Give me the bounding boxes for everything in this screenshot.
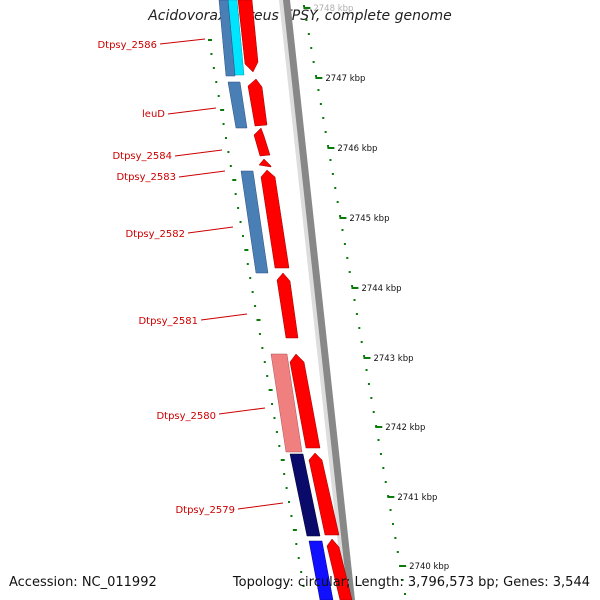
gene-label-leader: [178, 170, 226, 178]
forward-gene-9: [326, 538, 353, 600]
tick-label: 2741 kbp: [397, 493, 437, 503]
tick-label: 2748 kbp: [313, 4, 353, 14]
accession-text: Accession: NC_011992: [9, 575, 157, 590]
gene-label[interactable]: Dtpsy_2580: [156, 411, 216, 422]
reverse-gene-blue: [308, 540, 334, 600]
gene-label-group: Dtpsy_2586 leuD Dtpsy_2584 Dtpsy_2583 Dtpsy_…: [97, 38, 284, 516]
tick-label: 2744 kbp: [361, 284, 401, 294]
forward-gene-5: [260, 169, 290, 269]
gene-label[interactable]: Dtpsy_2579: [175, 505, 235, 516]
reverse-gene-2579: [289, 453, 321, 537]
tick-label: 2746 kbp: [337, 144, 377, 154]
gene-label-leader: [174, 149, 223, 157]
gene-label[interactable]: leuD: [142, 109, 165, 120]
reverse-gene-leuD: [227, 81, 248, 129]
tick-label: 2743 kbp: [373, 354, 413, 364]
genome-summary-text: Topology: circular; Length: 3,796,573 bp…: [232, 575, 590, 590]
forward-gene-2: [247, 78, 268, 127]
gene-label[interactable]: Dtpsy_2586: [97, 40, 157, 51]
gene-label[interactable]: Dtpsy_2583: [116, 172, 176, 183]
forward-gene-1: [237, 0, 259, 73]
gene-label-leader: [237, 502, 284, 510]
reverse-gene-steelblue-a: [218, 0, 236, 77]
reverse-gene-2582: [240, 170, 269, 274]
gene-label[interactable]: Dtpsy_2582: [125, 229, 185, 240]
gene-label[interactable]: Dtpsy_2581: [138, 316, 198, 327]
gene-label-leader: [200, 313, 248, 321]
forward-gene-4: [258, 158, 272, 168]
gene-label-leader: [159, 38, 206, 45]
tick-label: 2747 kbp: [325, 74, 365, 84]
forward-gene-6: [276, 272, 299, 339]
gene-label-leader: [167, 107, 217, 115]
tick-label: 2740 kbp: [409, 562, 449, 572]
gene-label[interactable]: Dtpsy_2584: [112, 151, 172, 162]
tick-group: 2748 kbp 2747 kbp 2746 kbp 2745 kbp 2744 kbp…: [208, 4, 449, 595]
tick-label: 2745 kbp: [349, 214, 389, 224]
tick-label: 2742 kbp: [385, 423, 425, 433]
gene-label-leader: [218, 407, 266, 415]
forward-gene-3: [253, 127, 271, 157]
forward-gene-7: [289, 353, 321, 449]
genome-backbone: [282, 0, 355, 600]
reverse-gene-2580: [270, 353, 303, 453]
forward-gene-8: [308, 452, 340, 536]
gene-label-leader: [187, 226, 234, 234]
genome-backbone-shade: [279, 0, 348, 600]
